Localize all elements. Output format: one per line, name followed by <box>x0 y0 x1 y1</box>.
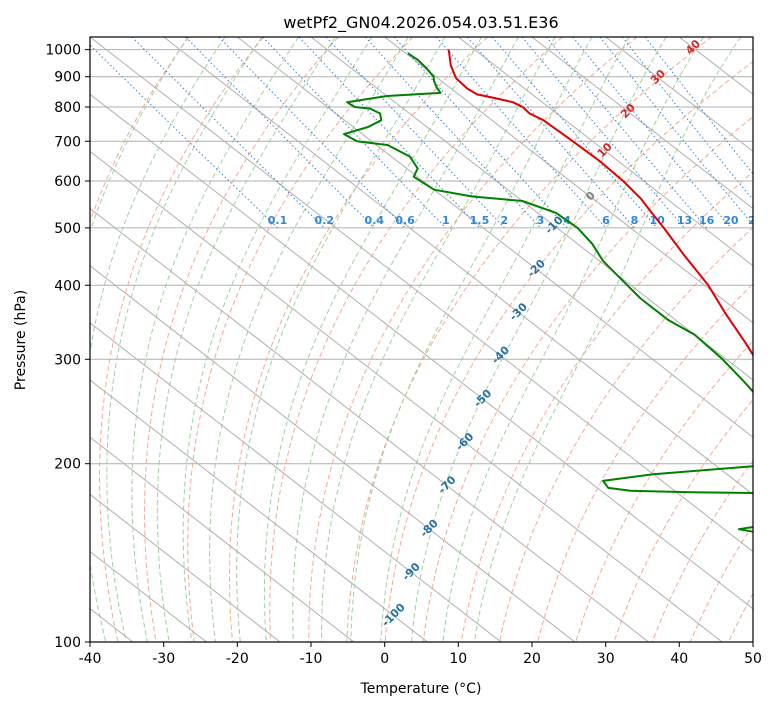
plot-area: 0.10.20.40.611.52346810131620253036-100-… <box>90 37 763 642</box>
mixing-ratio-line <box>572 37 732 229</box>
dry-adiabat-line <box>144 37 339 642</box>
mixing-ratio-label: 0.4 <box>365 214 385 227</box>
dry-adiabat-line <box>269 37 563 642</box>
moist-adiabat-line <box>209 37 409 642</box>
moist-adiabat-line <box>106 37 263 642</box>
moist-adiabat-line <box>292 37 519 642</box>
mixing-ratio-line <box>298 37 480 229</box>
dry-adiabat-line <box>308 37 638 642</box>
y-tick-label: 500 <box>54 221 81 237</box>
y-tick-label: 1000 <box>45 43 81 59</box>
isotherm-line <box>163 37 753 496</box>
mixing-ratio-line <box>521 37 685 229</box>
isotherm-line <box>90 265 576 642</box>
mixing-ratio-label: 13 <box>677 214 692 227</box>
x-tick-label: -40 <box>79 651 102 667</box>
mixing-ratio-label: 0.6 <box>395 214 415 227</box>
isotherm-line <box>531 37 753 210</box>
isotherm-line <box>90 436 355 642</box>
x-tick-label: 40 <box>670 651 688 667</box>
mixing-ratio-line <box>545 37 708 229</box>
isotherm-line <box>90 322 502 642</box>
mixing-ratio-label: 8 <box>631 214 639 227</box>
moist-adiabat-line <box>156 37 336 642</box>
x-tick-label: 20 <box>523 651 541 667</box>
moist-adiabat-line <box>90 37 189 234</box>
isotherm-line <box>90 379 428 642</box>
dry-adiabat-line <box>575 340 753 642</box>
isotherm-line <box>384 37 753 324</box>
y-tick-label: 200 <box>54 457 81 473</box>
isotherm-line <box>90 93 753 610</box>
dewpoint-profile <box>343 52 753 533</box>
x-tick-label: -20 <box>226 651 249 667</box>
x-tick-label: -30 <box>152 651 175 667</box>
y-tick-label: 700 <box>54 134 81 150</box>
moist-adiabat-line <box>411 37 667 642</box>
y-tick-label: 900 <box>54 70 81 86</box>
dry-adiabat-line <box>498 226 753 642</box>
mixing-ratio-label: 16 <box>699 214 715 227</box>
mixing-ratio-line <box>393 37 568 229</box>
mixing-ratio-line <box>436 37 607 229</box>
isotherm-line <box>90 493 281 642</box>
y-tick-label: 600 <box>54 174 81 190</box>
moist-adiabat-line <box>90 37 226 642</box>
mixing-ratio-label: 2 <box>500 214 508 227</box>
x-axis: -40 -30 -20 -10 0 10 20 30 40 50 <box>79 642 762 667</box>
mixing-ratio-label: 1.5 <box>470 214 490 227</box>
isotherm-line <box>236 37 753 438</box>
dry-adiabat-line <box>422 116 753 642</box>
isotherm-line <box>605 37 753 152</box>
x-tick-label: 30 <box>597 651 615 667</box>
dry-adiabat-line <box>98 37 264 642</box>
mixing-ratio-label: 0.2 <box>315 214 335 227</box>
moist-adiabat-line <box>380 37 630 642</box>
mixing-ratio-line <box>262 37 447 229</box>
temperature-profile <box>447 49 753 357</box>
dry-adiabat-line <box>90 37 190 224</box>
isotherm-line <box>457 37 753 267</box>
x-axis-label: Temperature (°C) <box>360 681 482 697</box>
y-tick-label: 400 <box>54 278 81 294</box>
mixing-ratio-label: 1 <box>442 214 450 227</box>
moist-adiabat-line <box>131 37 300 642</box>
dry-adiabat-line <box>228 37 488 642</box>
y-tick-label: 800 <box>54 100 81 116</box>
mixing-ratio-label: 3 <box>537 214 545 227</box>
y-axis-label: Pressure (hPa) <box>13 290 29 390</box>
chart-title: wetPf2_GN04.2026.054.03.51.E36 <box>283 13 558 33</box>
mixing-ratio-label: 20 <box>723 214 739 227</box>
mixing-ratio-line <box>622 37 753 201</box>
mixing-ratio-line <box>218 37 406 229</box>
isotherm-line <box>90 207 649 642</box>
y-tick-label: 300 <box>54 352 81 368</box>
x-tick-label: 10 <box>449 651 467 667</box>
y-axis: 100 200 300 400 500 600 700 800 900 1000 <box>45 43 90 651</box>
moist-adiabat-line <box>182 37 373 642</box>
y-tick-label: 100 <box>54 635 81 651</box>
mixing-ratio-line <box>185 37 375 229</box>
plot-frame <box>89 36 754 643</box>
x-tick-label: -10 <box>300 651 323 667</box>
mixing-ratio-label: 25 <box>748 214 763 227</box>
dry-adiabat-line <box>187 37 414 642</box>
mixing-ratio-label: 0.1 <box>268 214 288 227</box>
x-tick-label: 0 <box>380 651 389 667</box>
isotherm-line <box>90 37 753 553</box>
isotherm-line <box>90 150 723 642</box>
mixing-ratio-line <box>131 37 325 229</box>
x-tick-label: 50 <box>744 651 762 667</box>
mixing-ratio-line <box>599 37 753 226</box>
mixing-ratio-label: 6 <box>602 214 610 227</box>
moist-adiabat-line <box>236 37 446 642</box>
